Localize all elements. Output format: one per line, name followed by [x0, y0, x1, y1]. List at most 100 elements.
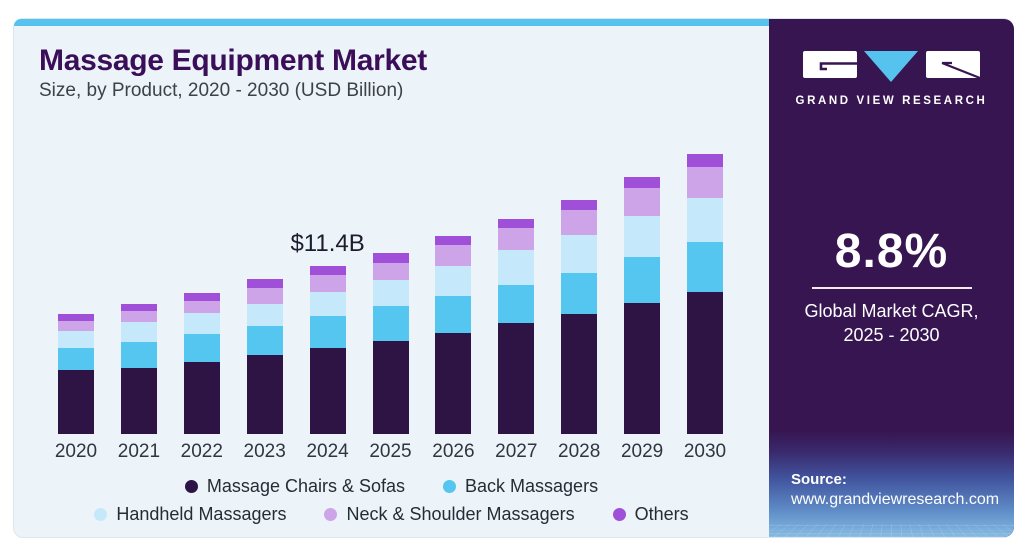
- x-axis-label: 2028: [558, 441, 601, 462]
- bar-segment: [120, 368, 157, 434]
- report-card: Massage Equipment Market Size, by Produc…: [13, 18, 1014, 538]
- source-url[interactable]: www.grandviewresearch.com: [791, 491, 1000, 508]
- bar-segment: [624, 177, 661, 189]
- legend-item: Neck & Shoulder Massagers: [324, 504, 575, 525]
- bar-segment: [435, 235, 472, 246]
- accent-top-strip: [14, 19, 769, 26]
- bar-segment: [498, 249, 535, 285]
- legend-label: Others: [634, 504, 689, 524]
- bar-2025: 2025: [369, 252, 412, 462]
- bar-segment: [58, 313, 94, 321]
- x-axis-label: 2026: [432, 441, 475, 462]
- bar-segment: [183, 334, 220, 363]
- bar-segment: [58, 348, 94, 370]
- bar-segment: [687, 241, 723, 292]
- x-axis-label: 2023: [243, 441, 286, 462]
- bar-segment: [246, 325, 283, 355]
- page-subtitle: Size, by Product, 2020 - 2030 (USD Billi…: [39, 80, 404, 101]
- bar-segment: [309, 265, 346, 275]
- cagr-label-line1: Global Market CAGR,: [804, 301, 979, 321]
- legend-dot-icon: [443, 480, 457, 493]
- page-title: Massage Equipment Market: [39, 44, 427, 77]
- bar-segment: [624, 215, 661, 257]
- bar-segment: [435, 265, 472, 296]
- wireframe-mesh-decoration: [769, 523, 1014, 537]
- bar-segment: [58, 321, 94, 331]
- bar-segment: [309, 274, 346, 292]
- bar-segment: [372, 280, 409, 306]
- cagr-block: 8.8% Global Market CAGR, 2025 - 2030: [769, 224, 1014, 348]
- cagr-divider: [811, 287, 972, 289]
- bar-segment: [435, 295, 472, 333]
- bar-segment: [246, 355, 283, 434]
- source-area: Source: www.grandviewresearch.com: [769, 431, 1014, 537]
- bar-2021: 2021: [118, 303, 160, 462]
- bar-2030: 2030: [684, 154, 726, 462]
- legend-dot-icon: [94, 508, 108, 521]
- x-axis-label: 2027: [495, 441, 538, 462]
- legend-label: Back Massagers: [465, 476, 599, 496]
- bar-segment: [372, 252, 409, 263]
- logo-v-triangle-icon: [863, 51, 918, 82]
- bar-segment: [687, 154, 723, 168]
- legend-item: Handheld Massagers: [94, 504, 286, 525]
- bar-segment: [372, 305, 409, 341]
- bar-segment: [624, 188, 661, 216]
- legend-dot-icon: [184, 480, 198, 493]
- bar-2020: 2020: [55, 313, 97, 462]
- x-axis-label: 2029: [620, 441, 664, 462]
- bar-2026: 2026: [432, 235, 475, 462]
- bar-segment: [120, 322, 157, 343]
- chart-panel: Massage Equipment Market Size, by Produc…: [14, 19, 769, 537]
- legend-label: Massage Chairs & Sofas: [206, 476, 406, 496]
- bar-segment: [561, 313, 598, 434]
- legend-dot-icon: [612, 508, 626, 521]
- bar-segment: [246, 287, 283, 305]
- chart-legend: Massage Chairs & Sofas Back Massagers Hand…: [14, 476, 769, 525]
- x-axis-label: 2022: [180, 441, 223, 462]
- logo-wordmark: GRAND VIEW RESEARCH: [795, 95, 988, 107]
- bar-segment: [435, 332, 472, 434]
- bar-2028: 2028: [558, 199, 600, 462]
- bar-segment: [309, 347, 346, 434]
- cagr-value: 8.8%: [834, 225, 949, 278]
- bar-segment: [561, 209, 598, 235]
- legend-dot-icon: [324, 508, 338, 521]
- bar-segment: [435, 245, 472, 266]
- bar-segment: [58, 331, 94, 348]
- bar-segment: [372, 341, 409, 434]
- bar-2023: 2023: [244, 278, 286, 462]
- bar-segment: [498, 218, 535, 229]
- bar-segment: [309, 291, 346, 316]
- bar-segment: [246, 278, 283, 288]
- logo-r-mark: [925, 51, 980, 78]
- bar-segment: [498, 322, 535, 434]
- bar-segment: [372, 262, 409, 281]
- bar-segment: [561, 199, 598, 210]
- bar-segment: [687, 291, 723, 434]
- legend-item: Massage Chairs & Sofas: [184, 476, 406, 497]
- bar-segment: [498, 284, 535, 323]
- gvr-logo: GRAND VIEW RESEARCH: [769, 49, 1014, 107]
- bar-segment: [687, 167, 723, 199]
- bar-2022: 2022: [181, 293, 223, 462]
- bar-2029: 2029: [621, 177, 663, 462]
- bar-segment: [498, 228, 535, 250]
- plot-area: 2020 2021 2022 2023 2024 $11.4B 2025 2026 2027 20…: [14, 149, 769, 462]
- brand-sidebar: GRAND VIEW RESEARCH 8.8% Global Market C…: [769, 19, 1014, 537]
- bar-segment: [183, 293, 220, 301]
- bar-segment: [58, 370, 94, 434]
- bar-2027: 2027: [495, 218, 537, 462]
- x-axis-label: 2021: [117, 441, 161, 462]
- legend-item: Others: [612, 504, 689, 525]
- source-label: Source:: [791, 471, 847, 488]
- bar-2024: 2024 $11.4B: [290, 230, 364, 462]
- legend-label: Handheld Massagers: [116, 504, 287, 524]
- bar-segment: [183, 313, 220, 335]
- legend-item: Back Massagers: [443, 476, 598, 497]
- x-axis-label: 2030: [683, 441, 727, 462]
- bar-segment: [561, 234, 598, 273]
- value-annotation: $11.4B: [290, 229, 365, 257]
- x-axis-label: 2025: [369, 441, 412, 462]
- bar-segment: [120, 342, 157, 368]
